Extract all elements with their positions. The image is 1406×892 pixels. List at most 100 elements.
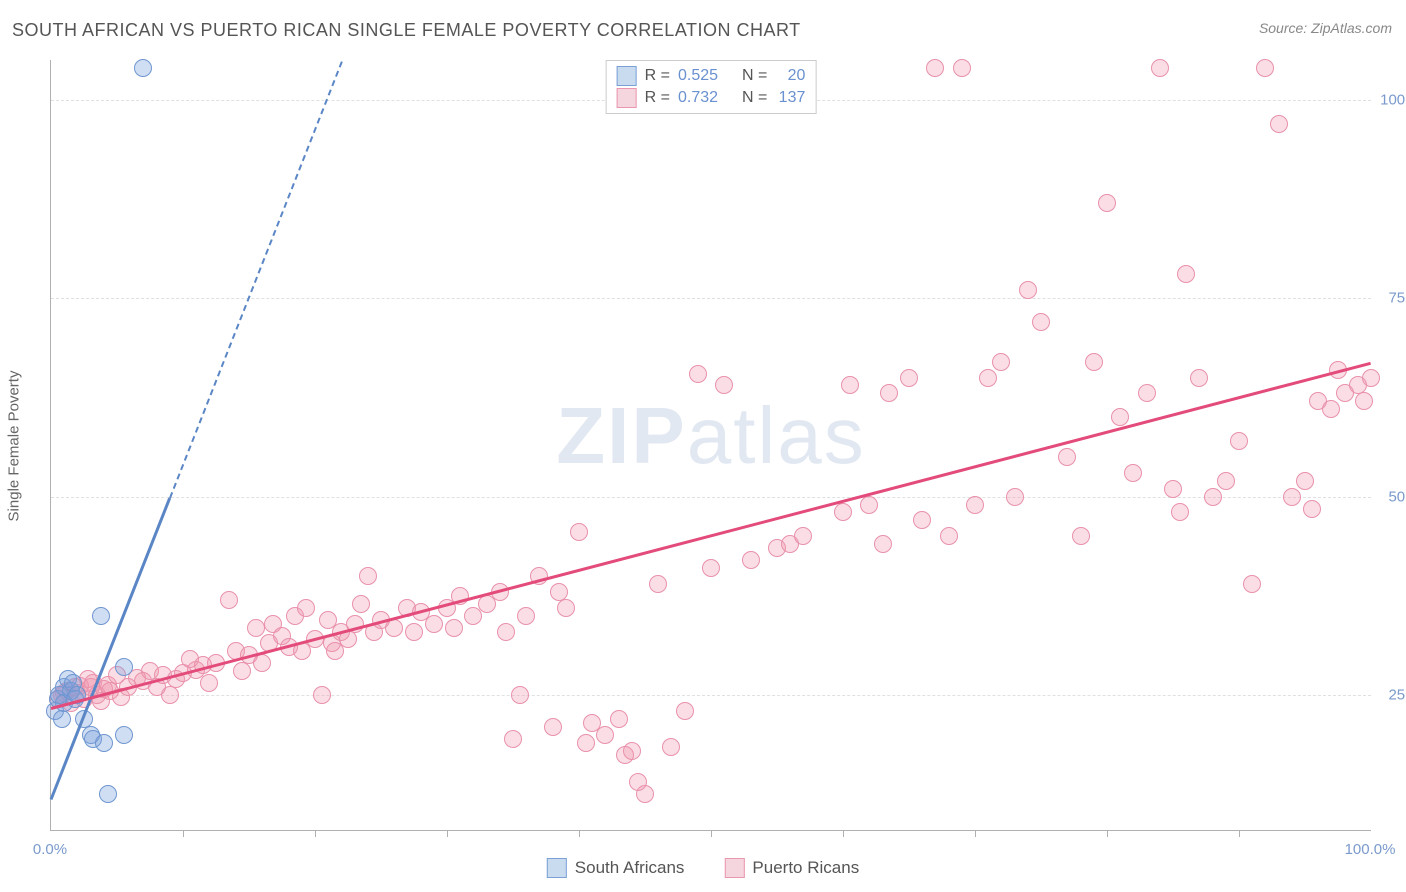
x-tick-label: 100.0% bbox=[1345, 841, 1396, 858]
data-point-puerto_ricans bbox=[1230, 432, 1248, 450]
data-point-puerto_ricans bbox=[900, 369, 918, 387]
data-point-puerto_ricans bbox=[596, 726, 614, 744]
chart-container: SOUTH AFRICAN VS PUERTO RICAN SINGLE FEM… bbox=[0, 0, 1406, 892]
watermark: ZIPatlas bbox=[556, 390, 865, 482]
swatch-puerto-ricans bbox=[617, 88, 637, 108]
data-point-puerto_ricans bbox=[662, 738, 680, 756]
gridline bbox=[51, 695, 1371, 696]
x-tick-label: 0.0% bbox=[33, 841, 67, 858]
data-point-puerto_ricans bbox=[689, 365, 707, 383]
data-point-puerto_ricans bbox=[200, 674, 218, 692]
data-point-puerto_ricans bbox=[649, 575, 667, 593]
data-point-puerto_ricans bbox=[1355, 392, 1373, 410]
r-label: R = bbox=[645, 65, 670, 87]
x-tick bbox=[975, 830, 976, 837]
x-tick bbox=[579, 830, 580, 837]
trendline-puerto_ricans bbox=[51, 362, 1372, 710]
x-tick bbox=[447, 830, 448, 837]
data-point-puerto_ricans bbox=[1072, 527, 1090, 545]
data-point-puerto_ricans bbox=[497, 623, 515, 641]
data-point-puerto_ricans bbox=[1217, 472, 1235, 490]
y-tick-label: 75.0% bbox=[1388, 290, 1406, 307]
series-legend: South Africans Puerto Ricans bbox=[547, 858, 859, 878]
data-point-puerto_ricans bbox=[1322, 400, 1340, 418]
data-point-puerto_ricans bbox=[953, 59, 971, 77]
data-point-puerto_ricans bbox=[880, 384, 898, 402]
data-point-puerto_ricans bbox=[517, 607, 535, 625]
data-point-puerto_ricans bbox=[544, 718, 562, 736]
data-point-puerto_ricans bbox=[504, 730, 522, 748]
data-point-south_africans bbox=[92, 607, 110, 625]
data-point-puerto_ricans bbox=[1098, 194, 1116, 212]
x-tick bbox=[1107, 830, 1108, 837]
data-point-puerto_ricans bbox=[874, 535, 892, 553]
legend-item-puerto-ricans: Puerto Ricans bbox=[724, 858, 859, 878]
data-point-puerto_ricans bbox=[742, 551, 760, 569]
data-point-puerto_ricans bbox=[313, 686, 331, 704]
data-point-puerto_ricans bbox=[926, 59, 944, 77]
r-value: 0.732 bbox=[678, 87, 718, 109]
x-tick bbox=[315, 830, 316, 837]
data-point-puerto_ricans bbox=[1190, 369, 1208, 387]
data-point-puerto_ricans bbox=[253, 654, 271, 672]
data-point-puerto_ricans bbox=[405, 623, 423, 641]
data-point-puerto_ricans bbox=[1283, 488, 1301, 506]
n-value: 137 bbox=[775, 87, 805, 109]
data-point-puerto_ricans bbox=[834, 503, 852, 521]
data-point-puerto_ricans bbox=[1303, 500, 1321, 518]
data-point-puerto_ricans bbox=[359, 567, 377, 585]
data-point-south_africans bbox=[115, 658, 133, 676]
data-point-south_africans bbox=[115, 726, 133, 744]
data-point-puerto_ricans bbox=[511, 686, 529, 704]
data-point-puerto_ricans bbox=[425, 615, 443, 633]
x-tick bbox=[711, 830, 712, 837]
data-point-puerto_ricans bbox=[966, 496, 984, 514]
swatch-south-africans bbox=[617, 66, 637, 86]
n-value: 20 bbox=[775, 65, 805, 87]
data-point-puerto_ricans bbox=[247, 619, 265, 637]
watermark-bold: ZIP bbox=[556, 391, 686, 480]
plot-area: ZIPatlas R = 0.525 N = 20 R = 0.732 N = … bbox=[50, 60, 1371, 831]
stats-legend: R = 0.525 N = 20 R = 0.732 N = 137 bbox=[606, 60, 817, 114]
data-point-puerto_ricans bbox=[676, 702, 694, 720]
data-point-puerto_ricans bbox=[297, 599, 315, 617]
data-point-puerto_ricans bbox=[1177, 265, 1195, 283]
data-point-puerto_ricans bbox=[623, 742, 641, 760]
data-point-puerto_ricans bbox=[1270, 115, 1288, 133]
source-attribution: Source: ZipAtlas.com bbox=[1259, 20, 1392, 36]
chart-title: SOUTH AFRICAN VS PUERTO RICAN SINGLE FEM… bbox=[12, 20, 801, 41]
stats-row-puerto-ricans: R = 0.732 N = 137 bbox=[617, 87, 806, 109]
data-point-puerto_ricans bbox=[1032, 313, 1050, 331]
r-value: 0.525 bbox=[678, 65, 718, 87]
data-point-puerto_ricans bbox=[860, 496, 878, 514]
data-point-puerto_ricans bbox=[1019, 281, 1037, 299]
data-point-puerto_ricans bbox=[577, 734, 595, 752]
y-tick-label: 50.0% bbox=[1388, 488, 1406, 505]
legend-swatch-south-africans bbox=[547, 858, 567, 878]
data-point-puerto_ricans bbox=[1111, 408, 1129, 426]
watermark-light: atlas bbox=[687, 391, 866, 480]
data-point-puerto_ricans bbox=[352, 595, 370, 613]
data-point-puerto_ricans bbox=[702, 559, 720, 577]
x-tick bbox=[1239, 830, 1240, 837]
data-point-puerto_ricans bbox=[1204, 488, 1222, 506]
data-point-puerto_ricans bbox=[1296, 472, 1314, 490]
data-point-puerto_ricans bbox=[1151, 59, 1169, 77]
data-point-puerto_ricans bbox=[570, 523, 588, 541]
data-point-puerto_ricans bbox=[445, 619, 463, 637]
data-point-puerto_ricans bbox=[636, 785, 654, 803]
data-point-puerto_ricans bbox=[220, 591, 238, 609]
data-point-puerto_ricans bbox=[233, 662, 251, 680]
legend-item-south-africans: South Africans bbox=[547, 858, 685, 878]
source-prefix: Source: bbox=[1259, 20, 1311, 36]
data-point-puerto_ricans bbox=[1085, 353, 1103, 371]
data-point-puerto_ricans bbox=[1243, 575, 1261, 593]
data-point-puerto_ricans bbox=[557, 599, 575, 617]
y-tick-label: 100.0% bbox=[1380, 91, 1406, 108]
data-point-south_africans bbox=[99, 785, 117, 803]
source-name: ZipAtlas.com bbox=[1311, 20, 1392, 36]
n-label: N = bbox=[742, 87, 767, 109]
data-point-puerto_ricans bbox=[1124, 464, 1142, 482]
data-point-puerto_ricans bbox=[161, 686, 179, 704]
data-point-puerto_ricans bbox=[913, 511, 931, 529]
